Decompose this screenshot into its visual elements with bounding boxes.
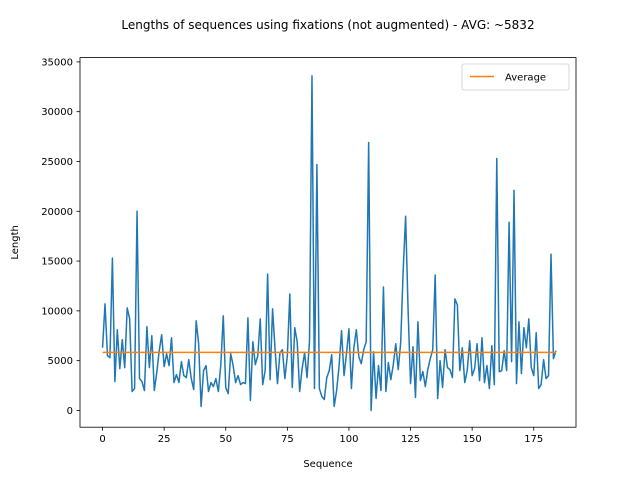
x-tick-label: 75 (281, 434, 294, 445)
y-axis-label: Length (10, 225, 21, 260)
legend-box (461, 63, 570, 91)
x-axis-label: Sequence (303, 459, 352, 470)
y-tick-label: 5000 (48, 356, 73, 367)
legend-average-label: Average (505, 73, 546, 84)
legend: Average (461, 63, 570, 91)
x-tick-label: 0 (99, 434, 105, 445)
y-tick-label: 10000 (41, 306, 73, 317)
plot-background (80, 57, 576, 428)
x-axis-ticks: 0 25 50 75 100 125 150 175 (99, 427, 543, 445)
series-length-line (101, 75, 557, 412)
chart-title: Lengths of sequences using fixations (no… (121, 18, 534, 32)
y-tick-label: 0 (67, 406, 73, 417)
y-tick-label: 20000 (41, 207, 73, 218)
y-tick-label: 25000 (41, 157, 73, 168)
y-tick-label: 15000 (41, 257, 73, 268)
plot-frame (79, 57, 577, 428)
data-layer (101, 75, 557, 412)
x-tick-label: 25 (158, 434, 171, 445)
x-tick-label: 100 (339, 434, 358, 445)
y-tick-label: 35000 (41, 57, 73, 68)
x-tick-label: 175 (524, 434, 543, 445)
x-tick-label: 125 (401, 434, 420, 445)
x-tick-label: 150 (463, 434, 482, 445)
x-tick-label: 50 (219, 434, 232, 445)
y-tick-label: 30000 (41, 107, 73, 118)
y-axis-ticks: 0 5000 10000 15000 20000 25000 30000 35000 (41, 57, 80, 417)
